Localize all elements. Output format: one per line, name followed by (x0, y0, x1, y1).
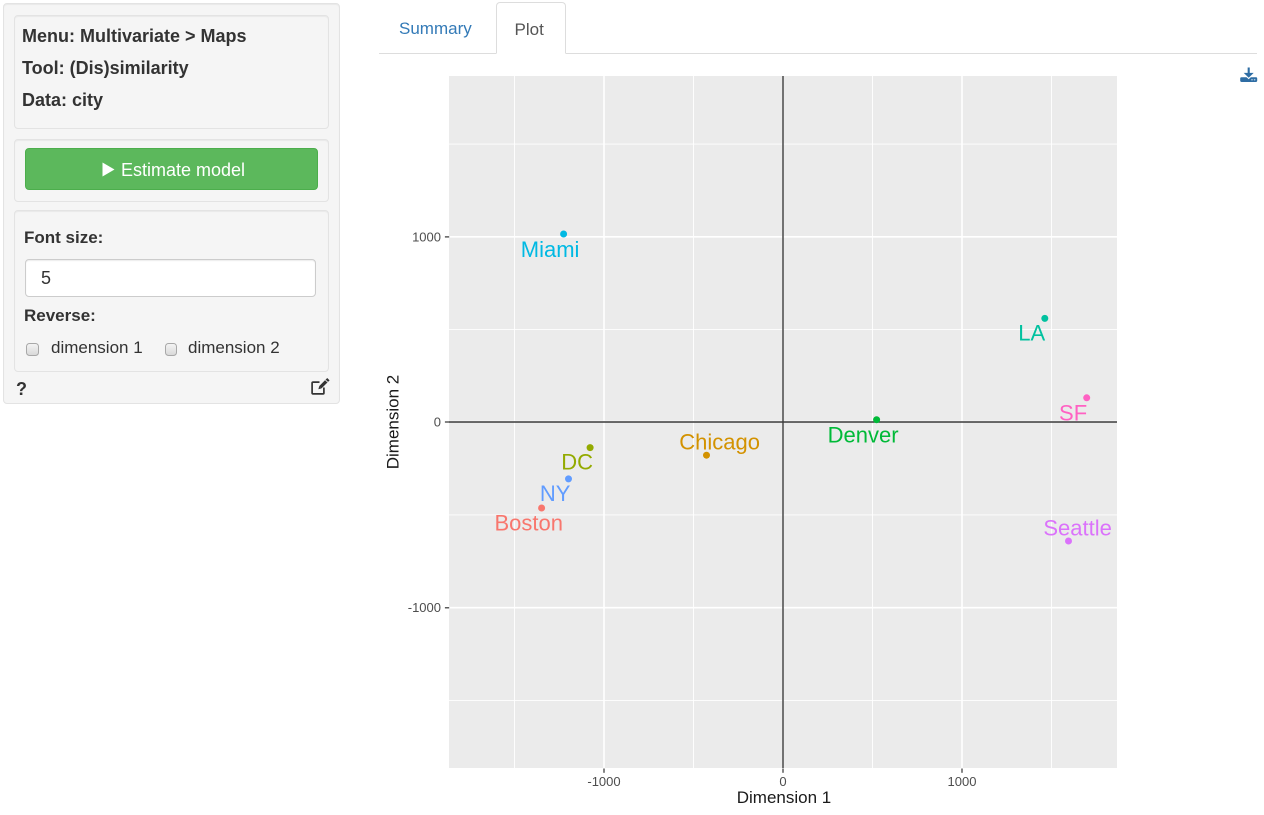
svg-text:DC: DC (561, 450, 593, 475)
svg-text:-1000: -1000 (587, 774, 620, 789)
svg-text:Dimension 1: Dimension 1 (737, 788, 832, 807)
svg-text:Chicago: Chicago (679, 429, 760, 454)
svg-text:Dimension 2: Dimension 2 (384, 375, 403, 470)
svg-text:Seattle: Seattle (1043, 515, 1112, 540)
svg-text:NY: NY (540, 481, 571, 506)
svg-text:1000: 1000 (948, 774, 977, 789)
svg-text:-1000: -1000 (408, 600, 441, 615)
svg-text:SF: SF (1059, 400, 1087, 425)
svg-text:0: 0 (434, 414, 441, 429)
svg-text:0: 0 (779, 774, 786, 789)
svg-text:Boston: Boston (494, 510, 563, 535)
svg-text:Miami: Miami (521, 237, 580, 262)
svg-text:LA: LA (1018, 321, 1045, 346)
svg-text:Denver: Denver (828, 422, 899, 447)
svg-text:1000: 1000 (412, 229, 441, 244)
